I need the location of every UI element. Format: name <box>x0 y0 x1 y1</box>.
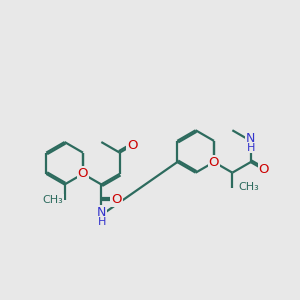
Text: O: O <box>78 167 88 180</box>
Text: O: O <box>111 193 122 206</box>
Text: O: O <box>259 163 269 176</box>
Text: CH₃: CH₃ <box>42 195 63 205</box>
Text: H: H <box>98 217 106 226</box>
Text: H: H <box>247 143 255 153</box>
Text: O: O <box>127 139 138 152</box>
Text: O: O <box>209 156 219 169</box>
Text: N: N <box>246 132 255 145</box>
Text: N: N <box>97 206 106 219</box>
Text: CH₃: CH₃ <box>239 182 260 191</box>
